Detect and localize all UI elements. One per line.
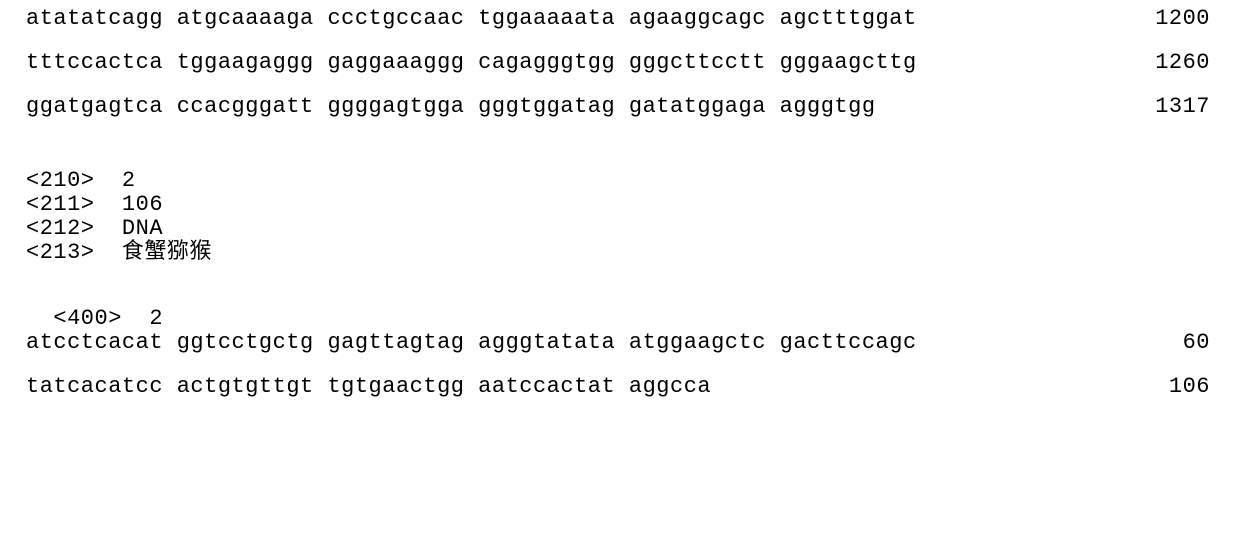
sequence-text: ggatgagtca ccacgggatt ggggagtgga gggtgga… — [26, 96, 876, 118]
sequence-text: tatcacatcc actgtgttgt tgtgaactgg aatccac… — [26, 376, 711, 398]
header-line: <213> 食蟹猕猴 — [26, 242, 1240, 264]
origin-spacer — [122, 306, 149, 331]
sequence-text: atcctcacat ggtcctgctg gagttagtag agggtat… — [26, 332, 917, 354]
header-line: <212> DNA — [26, 218, 1240, 240]
header-line: <210> 2 — [26, 170, 1240, 192]
sequence-position: 1200 — [1155, 8, 1240, 30]
sequence-line: ggatgagtca ccacgggatt ggggagtgga gggtgga… — [26, 96, 1240, 118]
sequence-line: atcctcacat ggtcctgctg gagttagtag agggtat… — [26, 332, 1240, 354]
origin-value: 2 — [149, 306, 163, 331]
origin-tag: <400> — [53, 306, 122, 331]
header-line: <211> 106 — [26, 194, 1240, 216]
sequence-position: 1317 — [1155, 96, 1240, 118]
sequence-line: atatatcagg atgcaaaaga ccctgccaac tggaaaa… — [26, 8, 1240, 30]
sequence-line: tttccactca tggaagaggg gaggaaaggg cagaggg… — [26, 52, 1240, 74]
sequence-position: 1260 — [1155, 52, 1240, 74]
sequence-header-2: <210> 2<211> 106<212> DNA<213> 食蟹猕猴 — [26, 170, 1240, 264]
sequence-position: 60 — [1183, 332, 1240, 354]
origin-marker: <400> 2 — [26, 286, 1240, 330]
sequence-text: atatatcagg atgcaaaaga ccctgccaac tggaaaa… — [26, 8, 917, 30]
sequence-block-1: atatatcagg atgcaaaaga ccctgccaac tggaaaa… — [26, 8, 1240, 118]
sequence-line: tatcacatcc actgtgttgt tgtgaactgg aatccac… — [26, 376, 1240, 398]
sequence-text: tttccactca tggaagaggg gaggaaaggg cagaggg… — [26, 52, 917, 74]
sequence-position: 106 — [1169, 376, 1240, 398]
sequence-block-2: atcctcacat ggtcctgctg gagttagtag agggtat… — [26, 332, 1240, 398]
section-gap — [26, 140, 1240, 170]
header-gap — [26, 266, 1240, 286]
